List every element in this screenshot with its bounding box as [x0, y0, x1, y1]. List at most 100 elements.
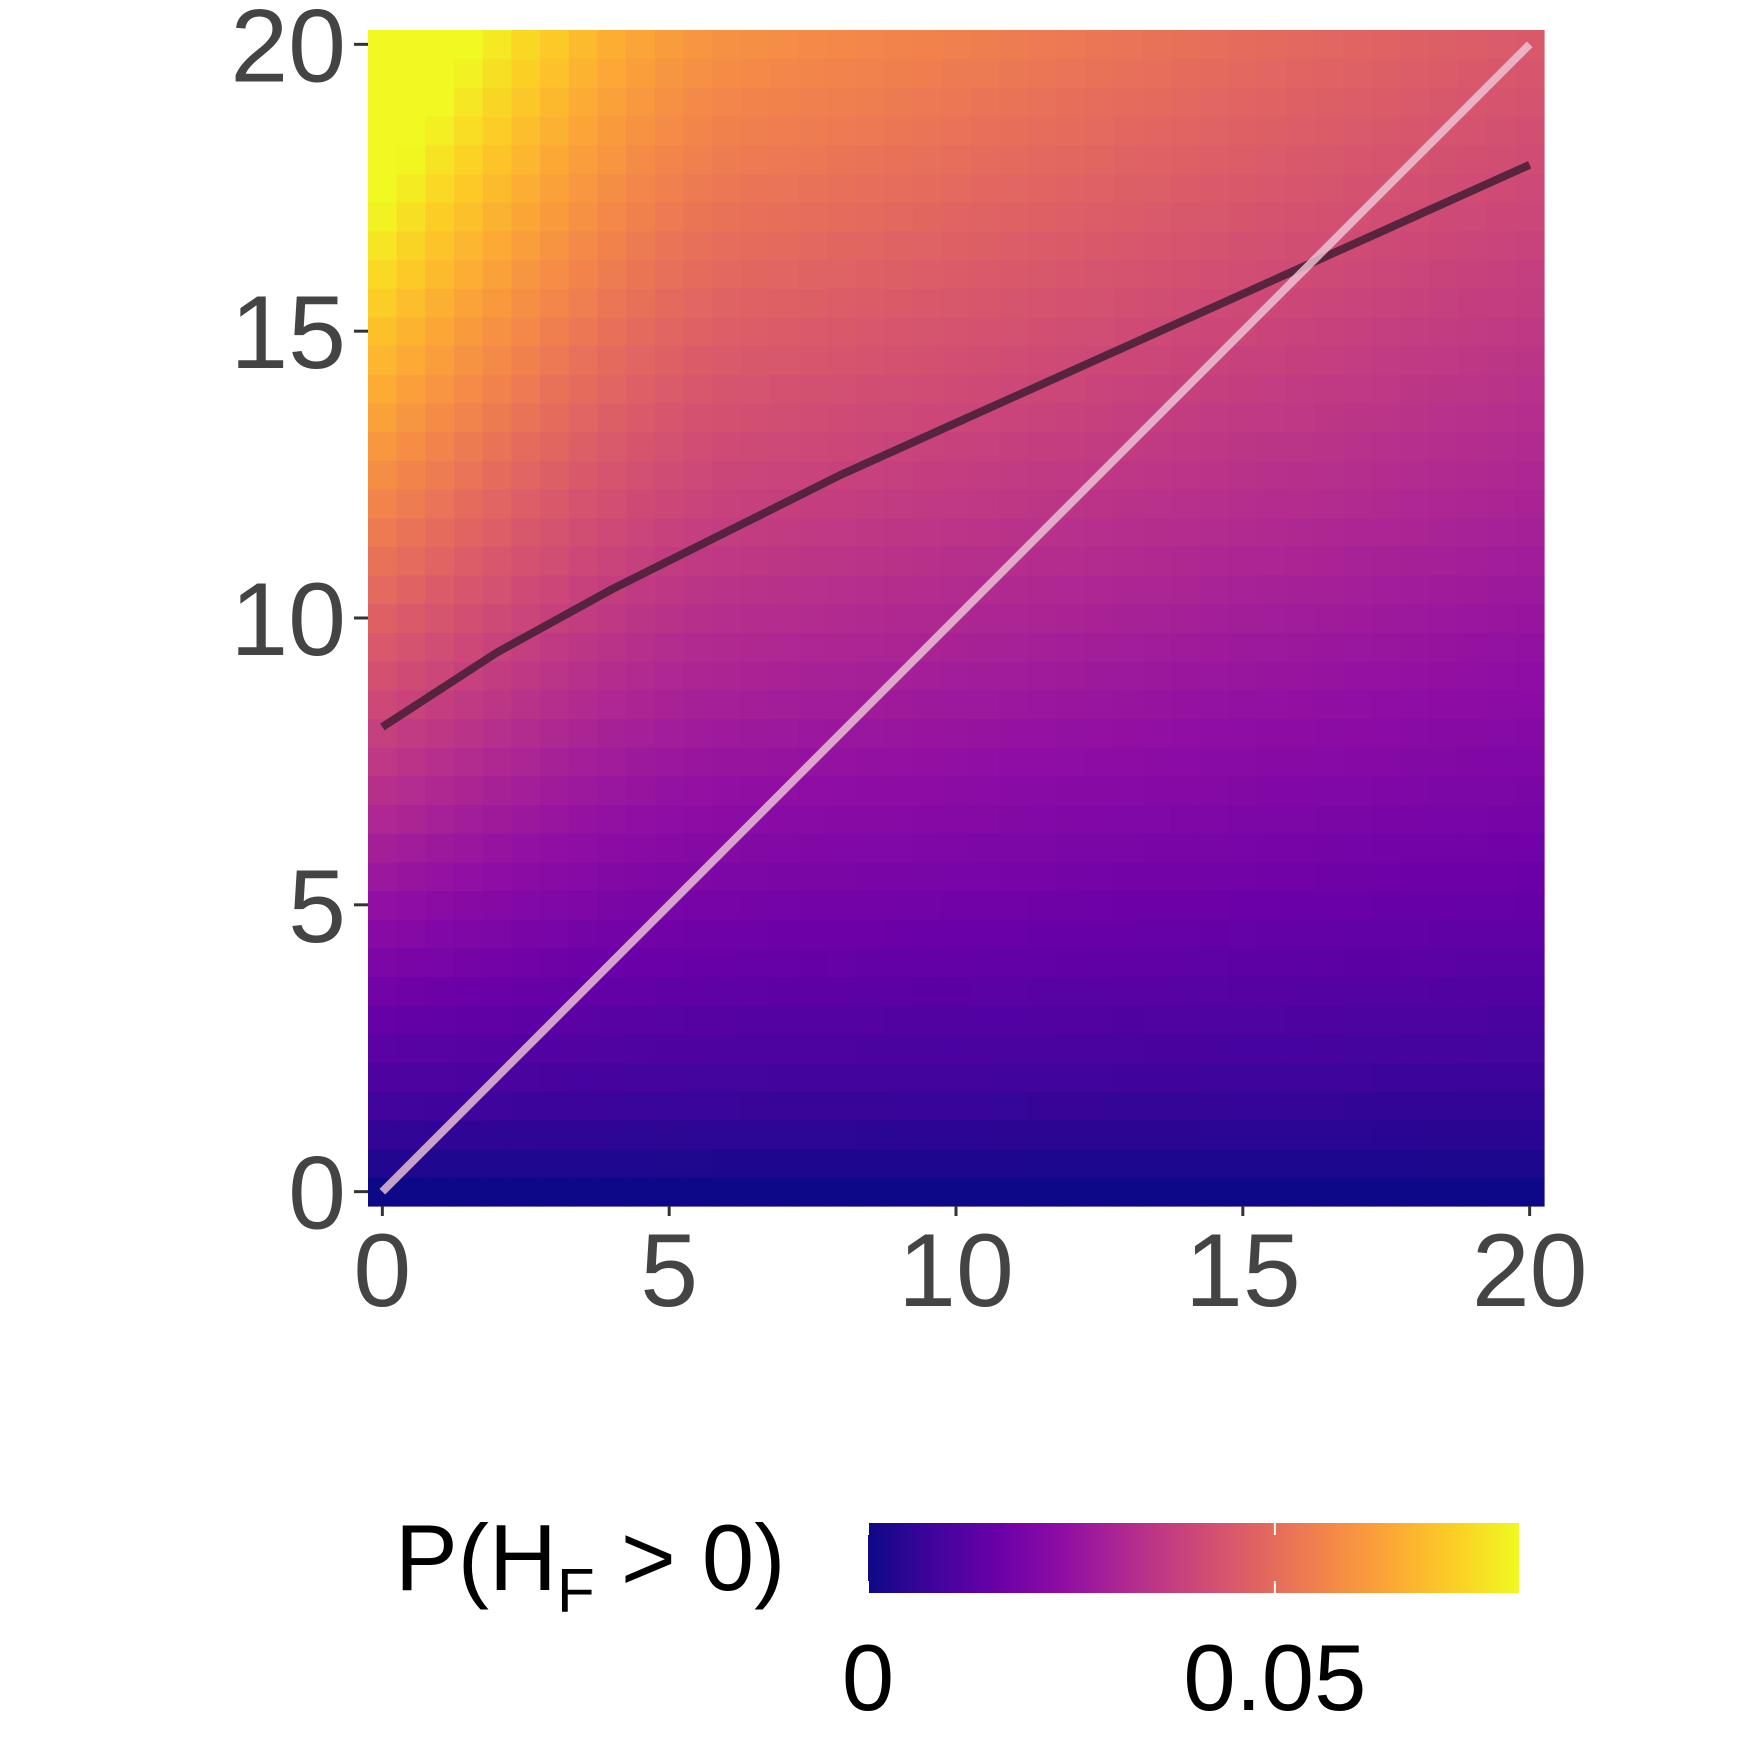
heatmap-cell: [999, 288, 1029, 318]
heatmap-cell: [798, 632, 828, 662]
heatmap-cell: [1400, 1033, 1430, 1064]
heatmap-cell: [1056, 30, 1086, 60]
heatmap-cell: [683, 833, 713, 863]
heatmap-cell: [1199, 202, 1230, 232]
heatmap-cell: [970, 718, 1000, 748]
heatmap-cell: [999, 603, 1029, 633]
heatmap-cell: [826, 804, 857, 834]
heatmap-cell: [798, 546, 828, 576]
heatmap-cell: [1486, 689, 1516, 719]
heatmap-cell: [626, 689, 656, 719]
heatmap-cell: [540, 517, 570, 547]
heatmap-cell: [626, 890, 656, 920]
heatmap-cell: [970, 861, 1000, 892]
heatmap-cell: [597, 833, 627, 863]
heatmap-cell: [1457, 919, 1488, 949]
heatmap-cell: [712, 58, 742, 88]
heatmap-cell: [683, 1062, 713, 1092]
heatmap-cell: [769, 976, 799, 1006]
heatmap-cell: [1400, 1119, 1430, 1150]
heatmap-cell: [654, 775, 685, 806]
heatmap-cell: [568, 890, 599, 920]
heatmap-cell: [798, 1091, 828, 1121]
heatmap-cell: [1314, 1062, 1344, 1092]
heatmap-cell: [912, 1119, 943, 1150]
heatmap-cell: [1343, 87, 1373, 117]
heatmap-cell: [1400, 804, 1430, 834]
heatmap-cell: [568, 804, 599, 834]
heatmap-cell: [425, 431, 455, 461]
heatmap-cell: [368, 1091, 398, 1121]
heatmap-cell: [941, 460, 971, 490]
heatmap-cell: [1113, 747, 1144, 777]
heatmap-cell: [1515, 1148, 1545, 1178]
heatmap-cell: [769, 833, 799, 863]
heatmap-cell: [1113, 1119, 1144, 1150]
heatmap-cell: [597, 460, 627, 490]
heatmap-cell: [855, 30, 885, 60]
heatmap-cell: [683, 1119, 713, 1150]
heatmap-cell: [597, 1033, 627, 1064]
heatmap-cell: [1142, 488, 1172, 519]
heatmap-cell: [740, 546, 771, 576]
legend-tick-label: 0: [842, 1625, 894, 1730]
heatmap-cell: [884, 345, 914, 375]
heatmap-cell: [1085, 833, 1115, 863]
heatmap-cell: [454, 116, 484, 146]
heatmap-cell: [1486, 947, 1516, 978]
heatmap-cell: [654, 1119, 685, 1150]
heatmap-cell: [1085, 288, 1115, 318]
heatmap-cell: [1228, 661, 1258, 691]
heatmap-cell: [970, 1119, 1000, 1150]
heatmap-cell: [511, 661, 541, 691]
heatmap-cell: [511, 574, 541, 605]
heatmap-cell: [683, 919, 713, 949]
heatmap-cell: [712, 402, 742, 433]
heatmap-cell: [826, 574, 857, 605]
heatmap-cell: [855, 833, 885, 863]
heatmap-cell: [1199, 632, 1230, 662]
heatmap-cell: [855, 1005, 885, 1035]
heatmap-cell: [1343, 316, 1373, 347]
heatmap-cell: [1343, 58, 1373, 88]
heatmap-cell: [482, 517, 513, 547]
heatmap-cell: [683, 202, 713, 232]
legend-tick-label: 0.05: [1183, 1625, 1366, 1730]
heatmap-cell: [1457, 689, 1488, 719]
heatmap-cell: [540, 632, 570, 662]
heatmap-cell: [1257, 574, 1287, 605]
heatmap-cell: [654, 202, 685, 232]
heatmap-cell: [511, 116, 541, 146]
heatmap-cell: [1171, 259, 1201, 289]
heatmap-cell: [482, 460, 513, 490]
heatmap-cell: [683, 1148, 713, 1178]
heatmap-cell: [1199, 718, 1230, 748]
heatmap-cell: [1027, 58, 1057, 88]
heatmap-cell: [1343, 144, 1373, 175]
heatmap-cell: [454, 460, 484, 490]
heatmap-cell: [1429, 517, 1459, 547]
heatmap-cell: [654, 30, 685, 60]
heatmap-cell: [970, 173, 1000, 203]
heatmap-cell: [1400, 574, 1430, 605]
heatmap-cell: [1027, 202, 1057, 232]
heatmap-cell: [683, 689, 713, 719]
y-tick-label: 15: [230, 275, 346, 391]
heatmap-cell: [454, 431, 484, 461]
heatmap-cell: [1486, 574, 1516, 605]
heatmap-cell: [396, 402, 426, 433]
heatmap-cell: [1056, 804, 1086, 834]
heatmap-cell: [1027, 833, 1057, 863]
heatmap-cell: [855, 1062, 885, 1092]
heatmap-cell: [568, 1119, 599, 1150]
heatmap-cell: [1515, 116, 1545, 146]
heatmap-cell: [1085, 517, 1115, 547]
heatmap-cell: [826, 288, 857, 318]
heatmap-cell: [683, 603, 713, 633]
heatmap-cell: [597, 402, 627, 433]
heatmap-cell: [540, 87, 570, 117]
heatmap-cell: [1171, 402, 1201, 433]
heatmap-cell: [454, 603, 484, 633]
heatmap-cell: [1257, 1177, 1287, 1207]
heatmap-cell: [568, 259, 599, 289]
